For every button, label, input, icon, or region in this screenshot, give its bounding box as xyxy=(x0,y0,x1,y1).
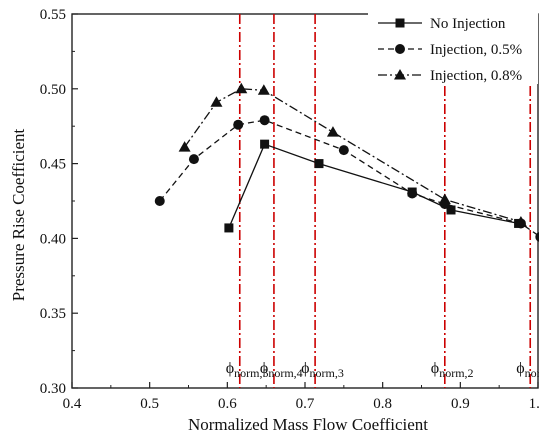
data-point xyxy=(178,141,191,152)
legend-label: No Injection xyxy=(430,16,506,32)
reference-line-label: ϕnorm,1 xyxy=(516,360,539,380)
y-tick-label: 0.30 xyxy=(40,381,66,397)
data-point xyxy=(260,139,270,149)
series-3 xyxy=(178,82,527,227)
y-tick-label: 0.55 xyxy=(40,7,66,23)
reference-line-label: ϕnorm,5 xyxy=(226,360,269,380)
data-point xyxy=(326,126,339,137)
y-axis-label: Pressure Rise Coefficient xyxy=(9,128,28,301)
data-point xyxy=(224,223,234,233)
x-tick-label: 1.0 xyxy=(529,396,539,412)
axes: 0.4 0.5 0.6 0.7 0.8 0.9 1.0 0.30 0.35 0.40 0.45 0.5… xyxy=(40,7,539,412)
reference-line-label: ϕnorm,2 xyxy=(431,360,474,380)
legend-marker xyxy=(394,69,406,80)
data-point xyxy=(259,115,270,126)
x-axis-label: Normalized Mass Flow Coefficient xyxy=(188,415,428,434)
data-point xyxy=(514,215,527,227)
y-tick-label: 0.40 xyxy=(40,231,66,247)
reference-line-label: ϕnorm,3 xyxy=(301,360,344,380)
data-point xyxy=(314,159,324,169)
data-point xyxy=(235,82,248,94)
data-point xyxy=(154,196,165,206)
data-point xyxy=(188,154,199,165)
legend-marker xyxy=(395,18,405,28)
legend-marker xyxy=(395,44,405,54)
x-tick-label: 0.5 xyxy=(140,396,159,412)
data-point xyxy=(210,96,223,107)
y-tick-label: 0.35 xyxy=(40,306,66,322)
x-tick-label: 0.7 xyxy=(296,396,315,412)
data-point xyxy=(407,188,418,199)
x-tick-label: 0.8 xyxy=(373,396,392,412)
x-tick-label: 0.4 xyxy=(63,396,82,412)
data-point xyxy=(438,193,451,205)
data-point xyxy=(338,145,349,156)
y-tick-label: 0.50 xyxy=(40,82,66,98)
x-tick-label: 0.6 xyxy=(218,396,237,412)
legend-label: Injection, 0.8% xyxy=(430,68,522,84)
series-layer xyxy=(154,82,539,242)
series-1 xyxy=(224,139,524,233)
x-tick-label: 0.9 xyxy=(451,396,470,412)
legend-label: Injection, 0.5% xyxy=(430,42,522,58)
series-2 xyxy=(154,115,539,242)
reference-line-label: ϕnorm,4 xyxy=(260,360,303,380)
data-point xyxy=(257,84,270,95)
data-point xyxy=(233,119,244,130)
y-tick-label: 0.45 xyxy=(40,157,66,173)
series-line xyxy=(159,119,539,237)
data-point xyxy=(535,232,539,242)
data-point xyxy=(446,205,456,215)
legend: No Injection Injection, 0.5% Injection, 0.… xyxy=(368,10,538,84)
series-line xyxy=(228,143,519,229)
